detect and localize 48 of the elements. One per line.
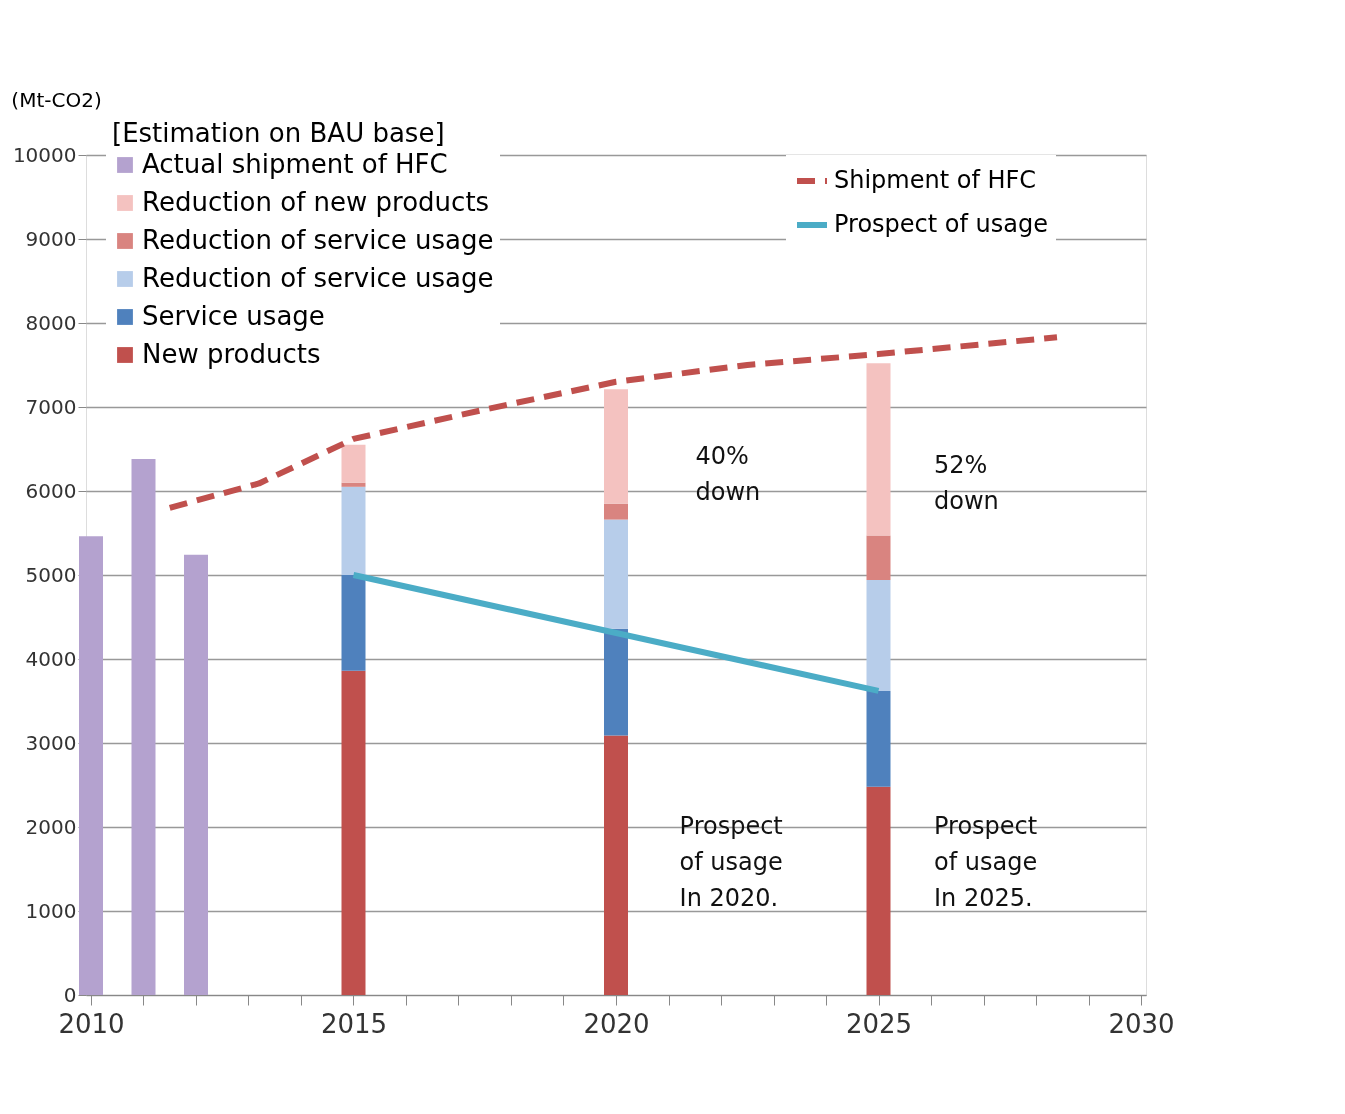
bar — [604, 519, 628, 629]
legend-title: [Estimation on BAU base] — [112, 118, 445, 148]
bar — [341, 670, 366, 995]
bar — [604, 389, 628, 504]
bar — [866, 535, 891, 581]
y-tick-label: 1000 — [25, 898, 77, 923]
x-tick-label: 2020 — [583, 1008, 650, 1039]
y-tick-label: 8000 — [25, 310, 77, 335]
bar — [866, 363, 891, 536]
y-tick-label: 5000 — [25, 562, 77, 587]
legend-label: Reduction of new products — [142, 187, 490, 217]
y-tick-label: 9000 — [25, 226, 77, 251]
bar — [341, 575, 366, 671]
bar — [341, 486, 366, 575]
y-tick-label: 2000 — [25, 814, 77, 839]
legend-label: Service usage — [142, 301, 325, 331]
x-tick-label: 2030 — [1108, 1008, 1175, 1039]
bar — [604, 503, 628, 520]
x-tick-label: 2010 — [58, 1008, 125, 1039]
bar — [341, 482, 366, 487]
y-axis-title: (Mt-CO2) — [11, 87, 102, 112]
y-tick-label: 10000 — [12, 142, 77, 167]
x-tick-label: 2025 — [845, 1008, 913, 1039]
annotation: Prospect of usage In 2025. — [934, 812, 1038, 912]
legend-label: Reduction of service usage — [142, 225, 494, 255]
y-tick-label: 0 — [63, 982, 77, 1007]
legend-label: Actual shipment of HFC — [142, 149, 448, 179]
y-tick-label: 3000 — [25, 730, 77, 755]
bar — [79, 536, 103, 995]
y-tick-label: 4000 — [25, 646, 77, 671]
bar — [604, 628, 628, 736]
bar — [131, 459, 156, 995]
legend-label: Prospect of usage — [834, 210, 1048, 238]
annotation: Prospect of usage In 2020. — [679, 812, 783, 912]
y-tick-label: 6000 — [25, 478, 77, 503]
y-tick-label: 7000 — [25, 394, 77, 419]
bar — [866, 786, 891, 995]
bar — [184, 554, 208, 995]
legend-label: Reduction of service usage — [142, 263, 494, 293]
bar — [341, 444, 366, 483]
x-tick-label: 2015 — [320, 1008, 388, 1039]
annotation: 40% down — [695, 442, 761, 507]
annotation: 52% down — [934, 450, 999, 515]
bar — [604, 735, 628, 995]
legend-label: Shipment of HFC — [834, 166, 1037, 194]
legend-label: New products — [142, 339, 321, 369]
bar — [866, 690, 891, 787]
bar — [866, 580, 891, 691]
